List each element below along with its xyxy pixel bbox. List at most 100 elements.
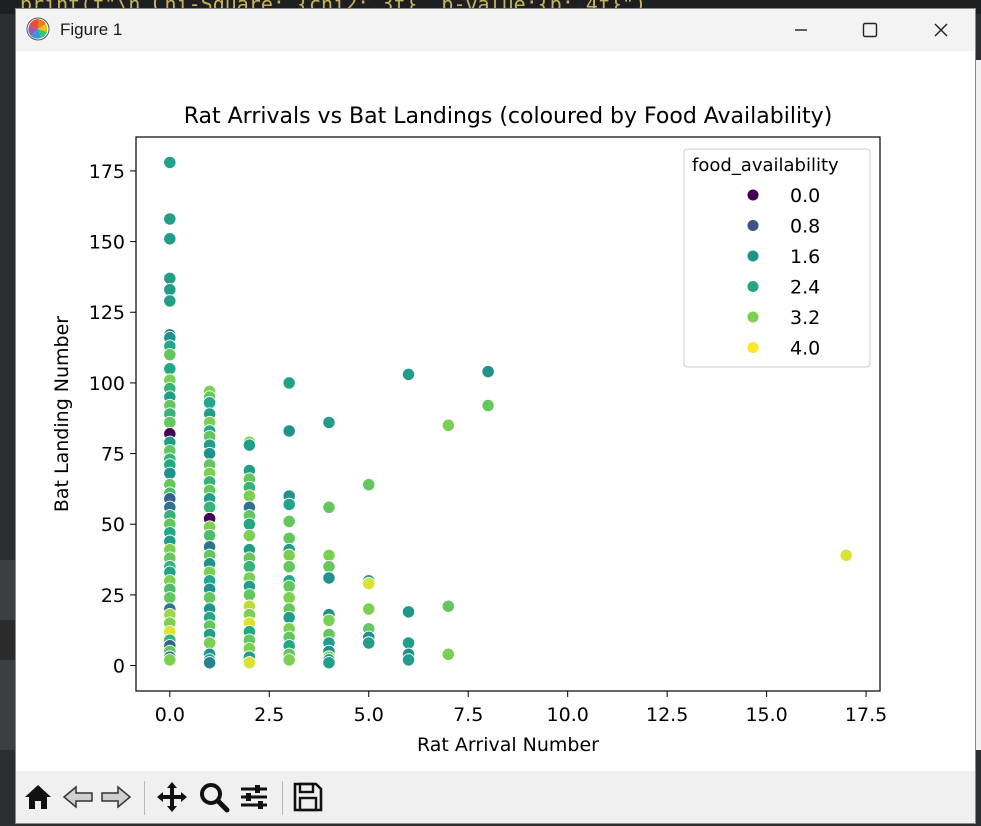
legend-label: 0.0 — [790, 185, 820, 207]
x-tick-label: 17.5 — [845, 704, 887, 726]
zoom-button[interactable] — [198, 781, 230, 813]
data-point — [441, 647, 455, 661]
back-arrow-icon — [62, 785, 93, 809]
close-button[interactable] — [918, 9, 964, 51]
data-point — [242, 656, 257, 670]
data-point — [163, 415, 177, 430]
matplotlib-logo-icon — [26, 17, 50, 41]
data-point — [242, 438, 257, 452]
data-point — [441, 418, 455, 432]
figure-canvas[interactable]: Rat Arrivals vs Bat Landings (coloured b… — [16, 51, 975, 771]
maximize-icon — [862, 22, 878, 38]
legend-label: 0.8 — [790, 216, 820, 238]
floppy-disk-icon — [293, 782, 323, 812]
legend-marker — [746, 341, 760, 354]
y-axis-label: Bat Landing Number — [51, 316, 73, 512]
save-button[interactable] — [292, 781, 324, 813]
data-point — [441, 599, 455, 613]
forward-arrow-icon — [101, 785, 132, 809]
forward-button[interactable] — [100, 781, 132, 813]
x-axis-label: Rat Arrival Number — [417, 734, 599, 756]
data-point — [202, 528, 217, 543]
legend-marker — [746, 188, 760, 202]
data-point — [163, 282, 177, 297]
minimize-button[interactable] — [778, 9, 824, 51]
data-point — [202, 591, 217, 605]
axes-frame — [135, 136, 881, 692]
data-point — [481, 398, 495, 413]
data-point — [322, 500, 336, 514]
legend-marker — [746, 249, 760, 263]
chart-title: Rat Arrivals vs Bat Landings (coloured b… — [184, 104, 833, 129]
move-icon — [157, 782, 187, 812]
data-point — [163, 232, 177, 246]
y-tick-label: 125 — [89, 302, 125, 324]
data-point — [202, 500, 217, 514]
close-icon — [934, 23, 948, 37]
data-point — [163, 591, 177, 605]
x-tick-label: 12.5 — [646, 704, 688, 726]
x-tick-label: 15.0 — [745, 704, 787, 726]
legend-label: 4.0 — [790, 338, 820, 360]
data-point — [362, 576, 376, 591]
window-title: Figure 1 — [60, 20, 123, 39]
legend-marker — [746, 280, 760, 293]
background-left-panel-dark — [0, 620, 16, 660]
pan-button[interactable] — [156, 781, 188, 813]
data-point — [401, 367, 416, 382]
legend-title: food_availability — [692, 155, 839, 176]
legend-box — [683, 148, 871, 368]
back-button[interactable] — [62, 781, 94, 813]
data-point — [282, 376, 296, 390]
data-point — [202, 656, 217, 670]
data-point — [242, 489, 257, 503]
toolbar-separator — [282, 781, 283, 815]
x-tick-label: 5.0 — [354, 704, 384, 726]
magnifier-icon — [200, 783, 230, 813]
maximize-button[interactable] — [847, 9, 893, 51]
sliders-icon — [241, 785, 267, 809]
data-point — [481, 364, 495, 379]
legend-marker — [746, 310, 760, 324]
data-point — [242, 559, 257, 574]
data-point — [163, 653, 177, 667]
data-point — [282, 531, 296, 546]
x-tick-label: 0.0 — [155, 704, 185, 726]
data-point — [322, 415, 336, 430]
data-point — [322, 548, 336, 562]
y-tick-label: 175 — [89, 161, 125, 183]
title-bar[interactable]: Figure 1 — [16, 9, 975, 51]
data-point — [163, 362, 177, 376]
data-point — [282, 559, 296, 574]
legend-label: 1.6 — [790, 246, 820, 268]
data-point — [202, 396, 217, 410]
data-point — [282, 497, 296, 512]
legend-marker — [746, 219, 760, 232]
home-icon — [25, 785, 51, 809]
y-tick-label: 150 — [89, 232, 125, 254]
x-tick-label: 10.0 — [547, 704, 589, 726]
data-point — [202, 636, 217, 650]
data-point — [282, 610, 296, 625]
legend-label: 2.4 — [790, 277, 820, 299]
background-right-panel — [973, 60, 981, 750]
y-tick-label: 0 — [113, 656, 125, 678]
data-point — [839, 548, 853, 562]
data-point — [163, 347, 177, 362]
data-point — [282, 514, 296, 529]
toolbar-separator — [144, 781, 145, 815]
data-point — [322, 613, 336, 627]
data-point — [202, 446, 217, 461]
data-point — [242, 517, 257, 531]
data-point — [282, 653, 296, 667]
data-point — [401, 653, 416, 667]
data-point — [322, 656, 336, 670]
data-point — [362, 636, 376, 650]
data-point — [163, 271, 177, 285]
y-tick-label: 75 — [101, 444, 125, 466]
configure-subplots-button[interactable] — [238, 781, 270, 813]
data-point — [401, 605, 416, 619]
x-tick-label: 2.5 — [254, 704, 284, 726]
home-button[interactable] — [22, 781, 54, 813]
data-point — [282, 548, 296, 562]
